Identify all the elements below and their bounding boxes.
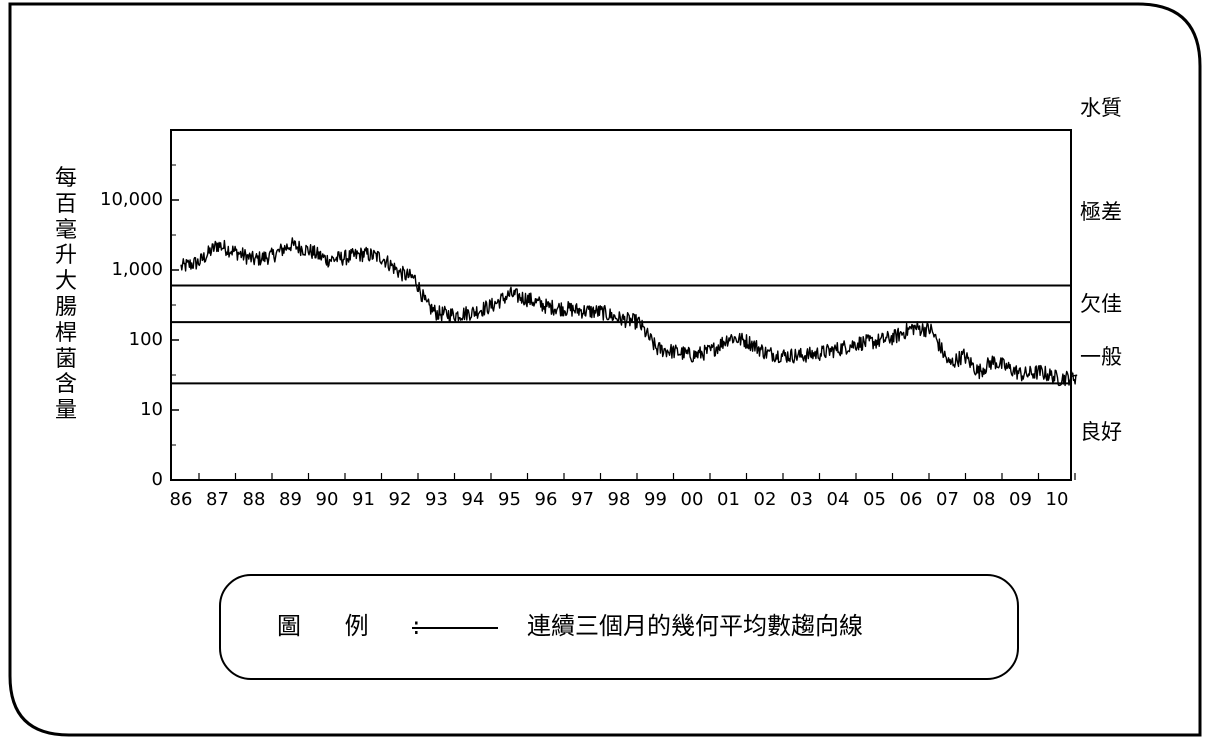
x-tick-label: 08 <box>972 489 996 510</box>
legend-title: 圖 例 : <box>277 612 439 640</box>
x-tick-label: 98 <box>607 489 631 510</box>
x-tick-label: 02 <box>753 489 777 510</box>
y-axis-label: 每百毫升大腸桿菌含量 <box>54 166 77 424</box>
band-label-good: 良好 <box>1080 420 1122 444</box>
legend-text: 連續三個月的幾何平均數趨向線 <box>527 612 863 640</box>
x-tick-label: 94 <box>461 489 485 510</box>
quality-header: 水質 <box>1080 96 1122 120</box>
trend-line <box>180 237 1078 387</box>
x-tick-label: 00 <box>680 489 704 510</box>
x-tick-label: 05 <box>863 489 886 510</box>
x-tick-label: 03 <box>790 489 813 510</box>
x-tick-label: 91 <box>352 489 375 510</box>
x-tick-label: 10 <box>1045 489 1069 510</box>
legend-box <box>219 574 1019 680</box>
x-tick-label: 89 <box>279 489 302 510</box>
band-label-poor: 欠佳 <box>1080 292 1122 316</box>
y-tick-label: 1,000 <box>111 259 163 280</box>
x-tick-label: 09 <box>1009 489 1032 510</box>
y-tick-label: 100 <box>128 329 163 350</box>
x-tick-label: 99 <box>644 489 667 510</box>
x-tick-label: 92 <box>388 489 412 510</box>
x-tick-label: 87 <box>206 489 229 510</box>
y-tick-label: 10 <box>140 399 163 420</box>
band-label-very-poor: 極差 <box>1080 200 1122 224</box>
x-tick-label: 96 <box>534 489 558 510</box>
y-axis-ticks <box>171 164 179 481</box>
x-tick-label: 97 <box>571 489 594 510</box>
y-tick-label: 10,000 <box>100 189 163 210</box>
x-tick-label: 93 <box>425 489 448 510</box>
x-tick-label: 07 <box>936 489 959 510</box>
plot-area <box>170 129 1072 481</box>
x-axis-ticks <box>198 473 1076 480</box>
x-tick-label: 01 <box>717 489 740 510</box>
legend-line-sample <box>412 627 498 629</box>
x-tick-label: 90 <box>315 489 339 510</box>
x-tick-label: 04 <box>826 489 850 510</box>
x-tick-label: 06 <box>899 489 923 510</box>
x-tick-label: 86 <box>169 489 193 510</box>
band-label-fair: 一般 <box>1080 345 1122 369</box>
x-tick-label: 95 <box>498 489 521 510</box>
y-tick-label: 0 <box>151 469 163 490</box>
x-tick-label: 88 <box>242 489 266 510</box>
rounded-frame <box>8 2 1202 737</box>
